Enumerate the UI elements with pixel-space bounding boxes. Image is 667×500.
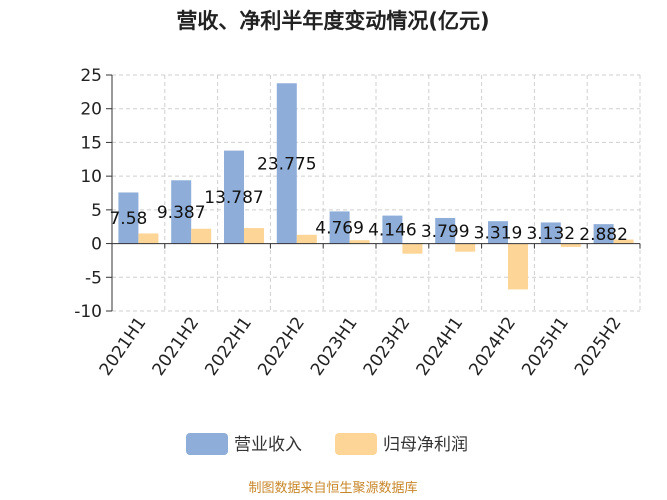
y-tick-label: 10 [80, 167, 102, 187]
y-tick-label: 0 [91, 235, 102, 255]
legend-label[interactable]: 营业收入 [234, 435, 302, 455]
legend-swatch[interactable] [186, 433, 228, 455]
bar-net-profit [508, 243, 528, 290]
bar-revenue [224, 150, 244, 244]
bar-net-profit [455, 243, 476, 252]
x-tick-label: 2022H2 [254, 313, 309, 379]
y-tick-label: -10 [74, 302, 102, 322]
data-label: 4.769 [315, 218, 364, 238]
bar-net-profit [296, 234, 317, 244]
y-tick-label: 5 [91, 201, 102, 221]
x-tick-label: 2021H1 [96, 313, 151, 379]
data-label: 3.132 [526, 224, 575, 244]
x-tick-label: 2025H1 [518, 313, 573, 379]
x-tick-label: 2024H1 [413, 313, 468, 379]
bars-layer [118, 83, 634, 290]
data-label: 3.799 [421, 222, 470, 242]
bar-net-profit [613, 239, 634, 244]
bar-revenue [435, 217, 456, 244]
y-tick-label: 25 [80, 66, 102, 86]
bar-net-profit [244, 228, 264, 244]
legend-swatch[interactable] [335, 433, 377, 455]
x-tick-label: 2025H2 [571, 313, 626, 379]
data-label: 13.787 [204, 188, 263, 208]
source-note: 制图数据来自恒生聚源数据库 [248, 480, 417, 496]
data-label: 23.775 [257, 154, 316, 174]
y-tick-label: -5 [85, 268, 102, 288]
y-tick-label: 15 [80, 133, 102, 153]
grid-layer [112, 74, 641, 312]
bar-net-profit [402, 243, 423, 254]
legend-label[interactable]: 归母净利润 [383, 435, 468, 455]
legend: 营业收入 归母净利润 [186, 433, 468, 455]
chart-title: 营收、净利半年度变动情况(亿元) [176, 9, 489, 33]
bar-net-profit [191, 228, 212, 244]
x-tick-label: 2023H2 [360, 313, 415, 379]
data-label: 4.146 [368, 221, 417, 241]
x-tick-label: 2021H2 [149, 313, 204, 379]
data-label: 2.882 [579, 225, 628, 245]
bar-net-profit [560, 243, 581, 247]
bar-net-profit [349, 240, 370, 244]
y-tick-label: 20 [80, 100, 102, 120]
bar-revenue [540, 222, 561, 244]
bar-revenue [276, 83, 297, 244]
x-tick-label: 2022H1 [201, 313, 256, 379]
x-tick-label: 2024H2 [465, 313, 520, 379]
data-label: 7.58 [109, 209, 147, 229]
bar-revenue [593, 224, 614, 244]
data-label: 9.387 [157, 203, 206, 223]
bar-revenue [488, 221, 508, 244]
data-label: 3.319 [474, 223, 523, 243]
bar-net-profit [138, 233, 159, 244]
bar-revenue [118, 192, 139, 244]
bar-revenue [329, 211, 350, 244]
x-tick-label: 2023H1 [307, 313, 362, 379]
bar-revenue [382, 215, 403, 244]
bar-revenue [171, 180, 192, 244]
